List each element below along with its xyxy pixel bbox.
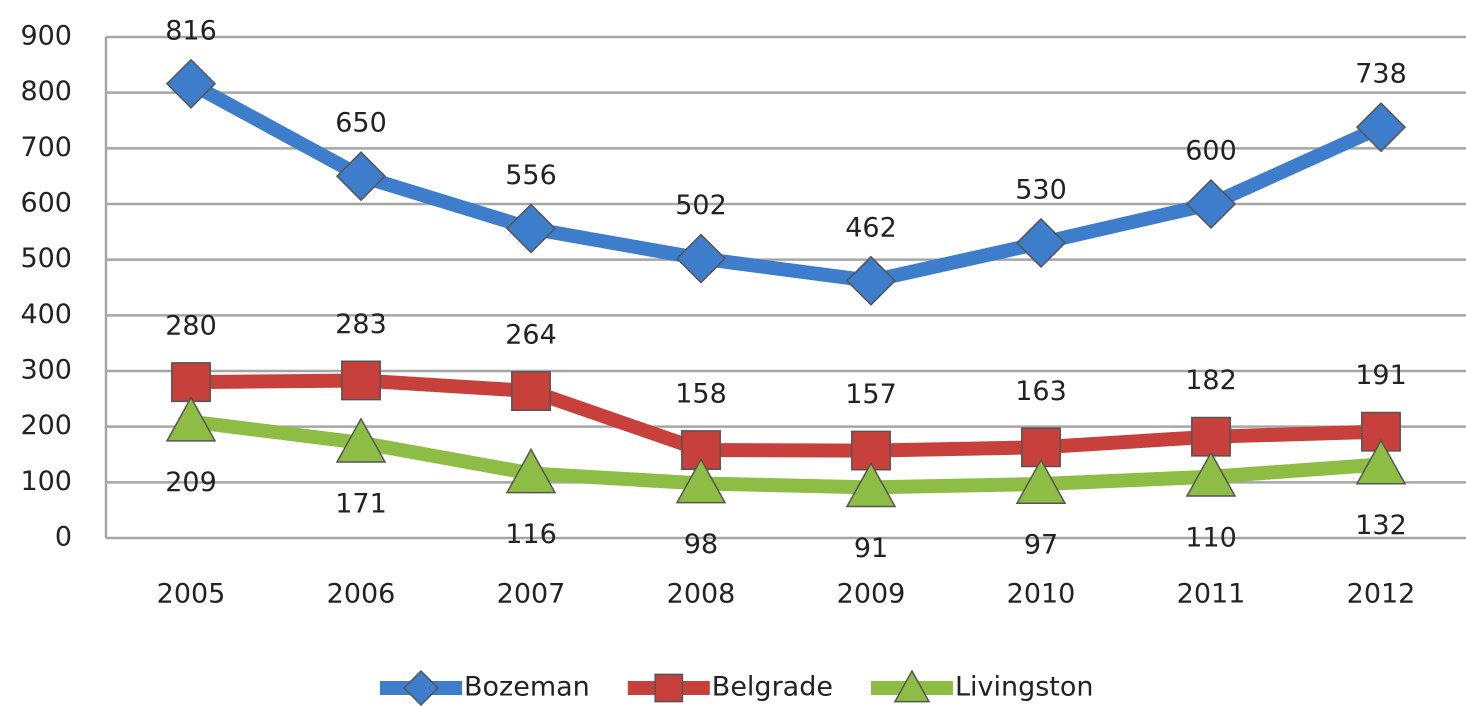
data-label: 171 xyxy=(335,488,387,519)
x-tick-label: 2006 xyxy=(327,579,396,610)
marker xyxy=(171,362,211,403)
data-label: 264 xyxy=(505,320,557,351)
marker xyxy=(511,371,551,411)
marker xyxy=(1015,217,1067,269)
y-tick-label: 600 xyxy=(20,188,72,219)
y-tick-label: 500 xyxy=(20,243,72,274)
marker xyxy=(845,461,897,508)
data-label: 530 xyxy=(1015,174,1067,205)
y-tick-label: 700 xyxy=(20,132,72,163)
marker xyxy=(335,417,387,463)
legend-label: Bozeman xyxy=(464,672,590,703)
marker xyxy=(505,447,557,494)
data-label: 462 xyxy=(845,212,897,243)
marker xyxy=(335,151,387,202)
marker xyxy=(505,203,557,254)
legend-label: Livingston xyxy=(955,672,1094,703)
legend-label: Belgrade xyxy=(712,672,833,703)
marker xyxy=(675,233,727,284)
marker xyxy=(654,673,684,703)
data-label: 116 xyxy=(505,519,557,550)
marker xyxy=(681,430,721,470)
marker xyxy=(1021,427,1061,468)
marker xyxy=(1191,416,1231,457)
marker xyxy=(341,360,381,401)
data-label: 91 xyxy=(854,533,888,564)
x-tick-label: 2008 xyxy=(667,579,736,610)
data-label: 191 xyxy=(1355,360,1407,391)
y-tick-label: 300 xyxy=(20,355,72,386)
data-label: 157 xyxy=(845,379,897,410)
data-label: 650 xyxy=(335,108,387,139)
marker xyxy=(1355,438,1407,485)
series-line xyxy=(190,414,1382,495)
x-tick-label: 2007 xyxy=(497,579,566,610)
x-tick-label: 2011 xyxy=(1177,579,1246,610)
marker xyxy=(845,255,897,306)
marker xyxy=(893,669,931,703)
data-label: 600 xyxy=(1185,136,1237,167)
data-label: 502 xyxy=(675,190,727,221)
marker xyxy=(165,396,217,442)
x-tick-label: 2009 xyxy=(837,579,906,610)
marker xyxy=(1185,451,1237,497)
series-line xyxy=(190,373,1382,458)
marker xyxy=(165,58,217,109)
data-label: 738 xyxy=(1355,59,1407,90)
data-label: 182 xyxy=(1185,365,1237,396)
x-tick-label: 2010 xyxy=(1007,579,1076,610)
data-label: 556 xyxy=(505,160,557,191)
y-tick-label: 100 xyxy=(20,466,72,497)
marker xyxy=(1361,411,1401,452)
y-tick-label: 0 xyxy=(55,522,72,553)
data-label: 98 xyxy=(684,529,718,560)
data-label: 110 xyxy=(1185,522,1237,553)
marker xyxy=(1355,102,1407,153)
y-tick-label: 900 xyxy=(20,21,72,52)
y-tick-label: 200 xyxy=(20,410,72,441)
y-tick-label: 400 xyxy=(20,299,72,330)
marker xyxy=(675,457,727,504)
data-label: 163 xyxy=(1015,376,1067,407)
data-label: 209 xyxy=(165,467,217,498)
marker xyxy=(1015,458,1067,504)
x-tick-label: 2012 xyxy=(1347,579,1416,610)
marker xyxy=(402,669,440,706)
data-label: 816 xyxy=(165,15,217,46)
data-label: 97 xyxy=(1024,530,1058,561)
data-label: 132 xyxy=(1355,510,1407,541)
x-tick-label: 2005 xyxy=(157,579,226,610)
data-label: 158 xyxy=(675,379,727,410)
data-label: 283 xyxy=(335,309,387,340)
marker xyxy=(851,430,891,471)
data-label: 280 xyxy=(165,311,217,342)
y-tick-label: 800 xyxy=(20,76,72,107)
marker xyxy=(1185,178,1237,230)
series-line xyxy=(187,77,1384,288)
